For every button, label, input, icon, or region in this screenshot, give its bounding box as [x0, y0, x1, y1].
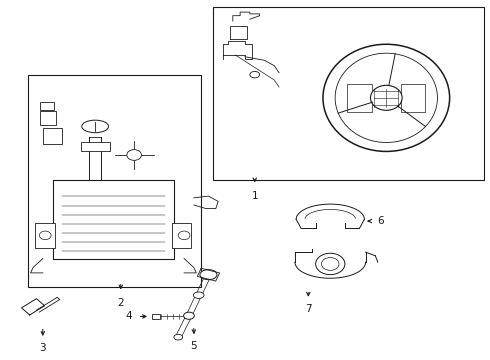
Bar [40, 103, 54, 111]
Circle shape [178, 231, 190, 240]
Circle shape [127, 150, 142, 160]
Ellipse shape [82, 120, 109, 133]
Text: 2: 2 [118, 298, 124, 308]
Circle shape [316, 253, 345, 275]
Bar [80, 143, 110, 152]
Text: 4: 4 [125, 311, 132, 321]
Text: 3: 3 [40, 343, 46, 353]
Ellipse shape [250, 71, 260, 78]
Ellipse shape [370, 85, 402, 111]
Ellipse shape [323, 44, 450, 152]
Bar [213, 7, 484, 180]
Circle shape [39, 231, 51, 240]
Bar [152, 314, 160, 319]
Bar [43, 128, 62, 144]
Ellipse shape [335, 53, 438, 143]
Bar [35, 223, 55, 248]
Ellipse shape [200, 270, 217, 280]
Ellipse shape [194, 292, 204, 298]
Ellipse shape [174, 334, 183, 340]
Bar [401, 84, 425, 112]
Text: 1: 1 [251, 191, 258, 201]
Ellipse shape [184, 312, 195, 319]
Bar [28, 75, 201, 287]
Text: 6: 6 [377, 216, 384, 226]
Bar [172, 223, 192, 248]
Text: 5: 5 [191, 342, 197, 351]
Circle shape [321, 257, 339, 270]
Bar [52, 180, 174, 258]
Bar [40, 111, 56, 125]
Bar [347, 84, 372, 112]
Text: 7: 7 [305, 304, 312, 314]
